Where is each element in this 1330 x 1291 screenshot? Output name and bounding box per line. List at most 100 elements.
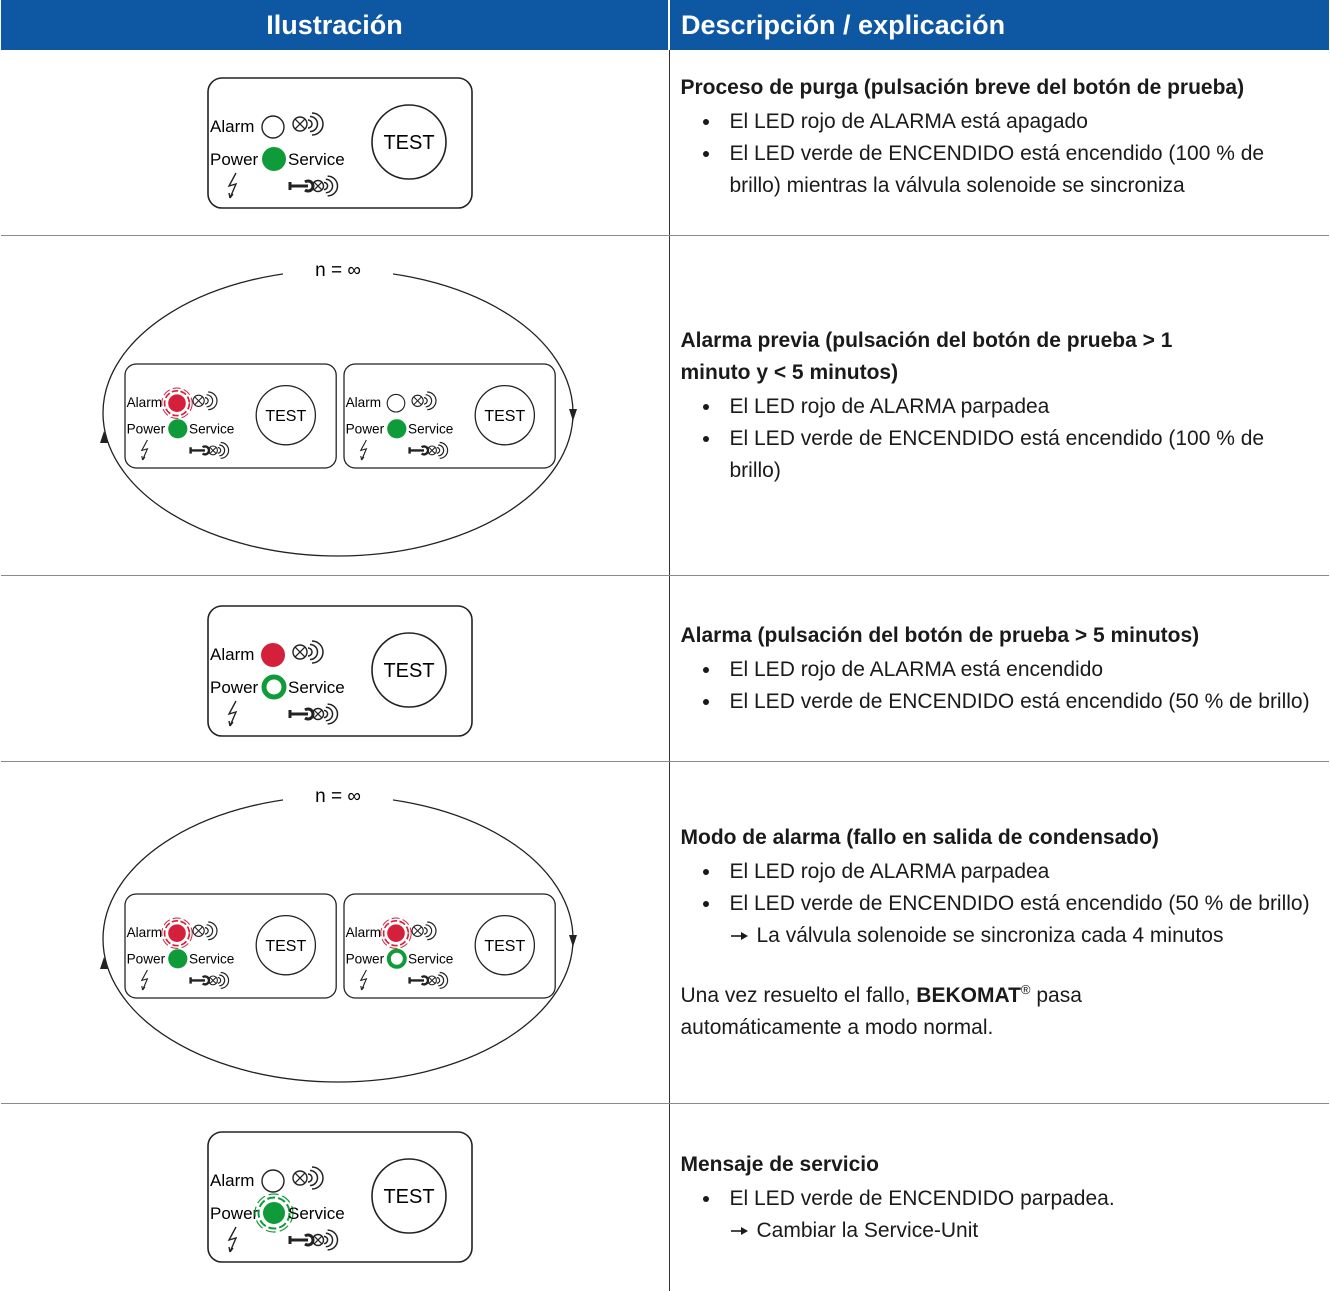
power-label: Power <box>210 678 259 697</box>
service-label: Service <box>408 952 453 967</box>
control-panel: Alarm TEST Power Service <box>344 894 555 998</box>
row: Alarm TEST Power Service Alarma (pulsación … <box>1 576 1329 762</box>
test-label: TEST <box>265 938 306 955</box>
description-cell: Mensaje de servicio El LED verde de ENCE… <box>669 1104 1329 1291</box>
service-label: Service <box>288 1204 345 1223</box>
sub-text: La válvula solenoide se sincroniza cada … <box>757 920 1224 952</box>
bullet: El LED verde de ENCENDIDO está encendido… <box>722 888 1322 920</box>
alarm-label: Alarm <box>210 645 254 664</box>
led <box>387 394 405 412</box>
bullet: El LED rojo de ALARMA parpadea <box>722 856 1322 888</box>
test-label: TEST <box>484 408 525 425</box>
alarm-label: Alarm <box>210 117 254 136</box>
power-label: Power <box>127 952 166 967</box>
bullet-list: El LED rojo de ALARMA está apagado El LE… <box>681 106 1322 202</box>
power-label: Power <box>127 422 166 437</box>
control-panel: Alarm TEST Power Service <box>344 364 555 468</box>
illustration: Alarm TEST Power Service <box>1 576 668 756</box>
service-label: Service <box>189 422 234 437</box>
cycle-label: n = ∞ <box>315 786 361 807</box>
led <box>386 924 405 943</box>
bullet-list: El LED rojo de ALARMA parpadea El LED ve… <box>681 856 1322 920</box>
bullet: El LED verde de ENCENDIDO está encendido… <box>722 138 1322 202</box>
service-label: Service <box>189 952 234 967</box>
header-cell: Ilustración <box>1 0 669 50</box>
bullet: El LED verde de ENCENDIDO está encendido… <box>722 423 1322 487</box>
bullet-list: El LED verde de ENCENDIDO parpadea. <box>681 1183 1322 1215</box>
arrow-icon <box>731 1225 749 1237</box>
brand: BEKOMAT <box>916 984 1021 1007</box>
cycle-arrow <box>569 935 577 947</box>
arrow-icon <box>731 930 749 942</box>
service-label: Service <box>408 422 453 437</box>
row: n = ∞ Alarm TEST Power Service Alarm TEST Power… <box>1 762 1329 1104</box>
illustration-cell: n = ∞ Alarm TEST Power Service Alarm TEST Power… <box>1 762 669 1104</box>
test-label: TEST <box>265 408 306 425</box>
led <box>261 643 285 667</box>
sub-text: Cambiar la Service-Unit <box>757 1215 979 1247</box>
alarm-label: Alarm <box>346 395 382 410</box>
illustration-cell: Alarm TEST Power Service <box>1 576 669 762</box>
row-title: Proceso de purga (pulsación breve del bo… <box>681 72 1322 104</box>
power-label: Power <box>346 952 385 967</box>
registered-mark: ® <box>1021 982 1031 997</box>
led <box>262 147 286 171</box>
test-label: TEST <box>383 660 434 682</box>
test-label: TEST <box>383 132 434 154</box>
service-label: Service <box>288 678 345 697</box>
alarm-label: Alarm <box>127 925 163 940</box>
alarm-label: Alarm <box>210 1171 254 1190</box>
led <box>262 116 284 138</box>
service-label: Service <box>288 150 345 169</box>
header-row: Ilustración Descripción / explicación <box>1 0 1329 50</box>
led <box>387 419 406 438</box>
note-text: Una vez resuelto el fallo, <box>681 984 917 1007</box>
bullet: El LED verde de ENCENDIDO está encendido… <box>722 686 1322 718</box>
led <box>262 1201 286 1225</box>
sub-item: La válvula solenoide se sincroniza cada … <box>731 920 1322 952</box>
description-cell: Proceso de purga (pulsación breve del bo… <box>669 50 1329 236</box>
bullet: El LED rojo de ALARMA está encendido <box>722 654 1322 686</box>
led <box>262 1170 284 1192</box>
cycle-label: n = ∞ <box>315 260 361 281</box>
sub-item: Cambiar la Service-Unit <box>731 1215 1322 1247</box>
row-title: Alarma (pulsación del botón de prueba > … <box>681 620 1322 652</box>
row: n = ∞ Alarm TEST Power Service Alarm TEST Power… <box>1 236 1329 576</box>
cycle-arrow <box>569 409 577 421</box>
led <box>167 924 186 943</box>
control-panel: Alarm TEST Power Service <box>125 894 336 998</box>
bullet: El LED rojo de ALARMA parpadea <box>722 391 1322 423</box>
description-cell: Alarma previa (pulsación del botón de pr… <box>669 236 1329 576</box>
led <box>389 951 405 967</box>
alarm-label: Alarm <box>127 395 163 410</box>
illustration: n = ∞ Alarm TEST Power Service Alarm TEST Power… <box>1 236 668 570</box>
control-panel: Alarm TEST Power Service <box>208 606 472 736</box>
row-title: Alarma previa (pulsación del botón de pr… <box>681 325 1241 389</box>
led <box>168 419 187 438</box>
control-panel: Alarm TEST Power Service <box>125 364 336 468</box>
illustration: n = ∞ Alarm TEST Power Service Alarm TEST Power… <box>1 762 668 1098</box>
led <box>167 394 186 413</box>
bullet: El LED rojo de ALARMA está apagado <box>722 106 1322 138</box>
row-title: Mensaje de servicio <box>681 1149 1322 1181</box>
bullet: El LED verde de ENCENDIDO parpadea. <box>722 1183 1322 1215</box>
description-cell: Modo de alarma (fallo en salida de conde… <box>669 762 1329 1104</box>
illustration-cell: n = ∞ Alarm TEST Power Service Alarm TEST Power… <box>1 236 669 576</box>
power-label: Power <box>346 422 385 437</box>
test-label: TEST <box>484 938 525 955</box>
bullet-list: El LED rojo de ALARMA parpadea El LED ve… <box>681 391 1322 487</box>
note: Una vez resuelto el fallo, BEKOMAT® pasa… <box>681 974 1161 1044</box>
alarm-label: Alarm <box>346 925 382 940</box>
test-label: TEST <box>383 1186 434 1208</box>
led <box>264 677 284 697</box>
